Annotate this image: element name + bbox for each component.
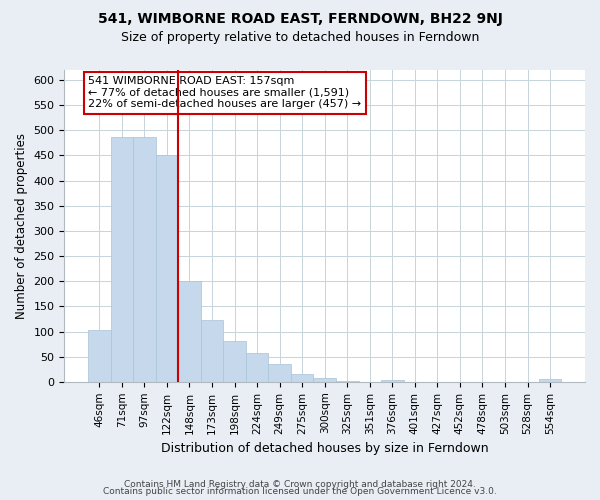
Text: Size of property relative to detached houses in Ferndown: Size of property relative to detached ho… (121, 31, 479, 44)
Text: Contains public sector information licensed under the Open Government Licence v3: Contains public sector information licen… (103, 488, 497, 496)
Text: 541, WIMBORNE ROAD EAST, FERNDOWN, BH22 9NJ: 541, WIMBORNE ROAD EAST, FERNDOWN, BH22 … (98, 12, 502, 26)
Bar (223, 340, 246, 382)
Bar (313, 378, 336, 382)
Y-axis label: Number of detached properties: Number of detached properties (15, 133, 28, 319)
Bar (268, 364, 291, 382)
X-axis label: Distribution of detached houses by size in Ferndown: Distribution of detached houses by size … (161, 442, 488, 455)
Bar (246, 352, 268, 382)
Bar (155, 156, 178, 382)
Text: Contains HM Land Registry data © Crown copyright and database right 2024.: Contains HM Land Registry data © Crown c… (124, 480, 476, 489)
Bar (110, 137, 133, 382)
Bar (336, 381, 359, 382)
Bar (88, 330, 110, 382)
Text: 541 WIMBORNE ROAD EAST: 157sqm
← 77% of detached houses are smaller (1,591)
22% : 541 WIMBORNE ROAD EAST: 157sqm ← 77% of … (88, 76, 361, 109)
Bar (539, 380, 562, 382)
Bar (291, 374, 313, 382)
Bar (133, 137, 155, 382)
Bar (178, 281, 201, 382)
Bar (201, 320, 223, 382)
Bar (381, 380, 404, 382)
